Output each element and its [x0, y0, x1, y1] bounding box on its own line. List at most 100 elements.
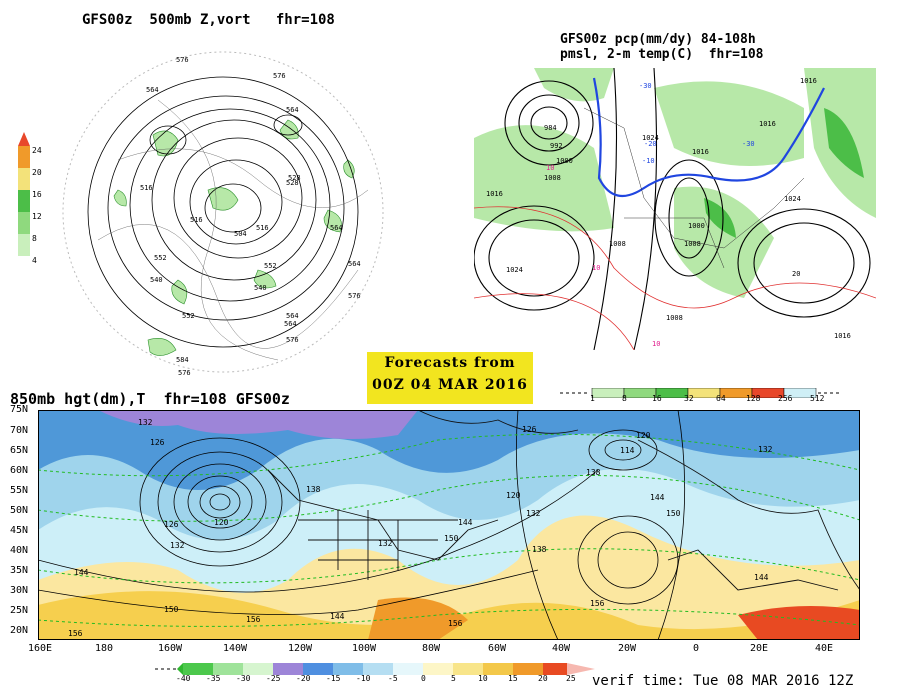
- polar-label-9: 516: [140, 184, 153, 192]
- hgt-label-24: 144: [754, 573, 769, 582]
- temp-tick-25: 25: [566, 674, 576, 683]
- na-label-8: 1008: [684, 240, 701, 248]
- precip-tick-64: 64: [716, 394, 726, 403]
- hgt-label-22: 156: [590, 599, 605, 608]
- hgt-label-7: 156: [246, 615, 261, 624]
- polar-label-19: 576: [178, 369, 191, 377]
- lat-40n: 40N: [10, 545, 29, 556]
- na-temp-label-4: 10: [546, 164, 554, 172]
- hgt-label-19: 138: [586, 468, 601, 477]
- temp-colorbar: [155, 660, 595, 675]
- polar-label-12: 516: [256, 224, 269, 232]
- na-label-11: 1016: [692, 148, 709, 156]
- na-temp-label-7: 20: [792, 270, 800, 278]
- vort-tick-4: 4: [32, 256, 37, 265]
- na-label-12: 1024: [642, 134, 659, 142]
- na-map-title-line1: GFS00z pcp(mm/dy) 84-108h: [560, 32, 756, 47]
- precip-tick-512: 512: [810, 394, 825, 403]
- big-map-title: 850mb hgt(dm),T fhr=108 GFS00z: [10, 390, 290, 408]
- hgt-label-20: 150: [666, 509, 681, 518]
- na-pcp-pmsl-map: 984 992 1000 1008 1016 1024 1024 1016 10…: [474, 68, 876, 350]
- temp-tick-10: 10: [478, 674, 488, 683]
- lat-75n: 75N: [10, 404, 29, 415]
- lon-160e: 160E: [28, 643, 53, 654]
- precip-tick-32: 32: [684, 394, 694, 403]
- na-temp-label-5: 10: [592, 264, 600, 272]
- polar-500mb-map: 576 576 564 564 564 552 540 540 528 516 …: [58, 40, 388, 385]
- temp-tick-5: 5: [451, 674, 456, 683]
- big-map-svg: 132 126 126 120 132 144 150 156 156 144 …: [38, 410, 860, 640]
- polar-label-16: 576: [348, 292, 361, 300]
- hgt-label-0: 132: [138, 418, 153, 427]
- temp-tick-m5: -5: [388, 674, 398, 683]
- lat-25n: 25N: [10, 605, 29, 616]
- hgt-label-21: 138: [532, 545, 547, 554]
- lon-40e: 40E: [815, 643, 834, 654]
- vort-tick-24: 24: [32, 146, 42, 155]
- na-label-9: 1000: [688, 222, 705, 230]
- temp-tick-m30: -30: [236, 674, 251, 683]
- na-temp-label-2: -20: [644, 140, 657, 148]
- hgt-label-1: 126: [150, 438, 165, 447]
- forecast-init-box: Forecasts from 00Z 04 MAR 2016: [367, 352, 533, 404]
- hgt-label-13: 150: [444, 534, 459, 543]
- polar-label-21: 564: [348, 260, 361, 268]
- temp-tick-m35: -35: [206, 674, 221, 683]
- polar-label-0: 576: [176, 56, 189, 64]
- na-label-2: 1000: [556, 157, 573, 165]
- temp-tick-20: 20: [538, 674, 548, 683]
- hgt-label-9: 144: [330, 612, 345, 621]
- polar-label-6: 540: [150, 276, 163, 284]
- temp-colorbar-svg: [155, 663, 595, 675]
- na-temp-label-3: -10: [642, 157, 655, 165]
- forecast-line2: 00Z 04 MAR 2016: [372, 377, 528, 393]
- polar-label-13: 552: [264, 262, 277, 270]
- na-label-5: 1024: [506, 266, 523, 274]
- forecast-line1: Forecasts from: [384, 355, 516, 371]
- big-850mb-map: 132 126 126 120 132 144 150 156 156 144 …: [38, 410, 860, 640]
- hgt-label-14: 120: [506, 491, 521, 500]
- na-label-7: 1016: [759, 120, 776, 128]
- na-map-svg: 984 992 1000 1008 1016 1024 1024 1016 10…: [474, 68, 876, 350]
- na-label-3: 1008: [544, 174, 561, 182]
- vort-tick-20: 20: [32, 168, 42, 177]
- polar-label-17: 552: [182, 312, 195, 320]
- na-temp-label-6: 10: [652, 340, 660, 348]
- polar-label-7: 540: [254, 284, 267, 292]
- polar-label-11: 504: [234, 230, 247, 238]
- hgt-label-3: 120: [214, 518, 229, 527]
- temp-tick-m25: -25: [266, 674, 281, 683]
- na-label-15: 1016: [800, 77, 817, 85]
- precip-tick-16: 16: [652, 394, 662, 403]
- hgt-label-8: 156: [68, 629, 83, 638]
- lat-60n: 60N: [10, 465, 29, 476]
- lon-60w: 60W: [488, 643, 507, 654]
- temp-tick-m40: -40: [176, 674, 191, 683]
- lon-20e: 20E: [750, 643, 769, 654]
- hgt-label-16: 126: [522, 425, 537, 434]
- polar-label-1: 576: [273, 72, 286, 80]
- hgt-label-23: 144: [650, 493, 665, 502]
- hgt-label-18: 114: [620, 446, 635, 455]
- polar-label-15: 576: [286, 336, 299, 344]
- vort-tick-8: 8: [32, 234, 37, 243]
- hgt-label-17: 120: [636, 431, 651, 440]
- temp-tick-0: 0: [421, 674, 426, 683]
- hgt-label-26: 156: [448, 619, 463, 628]
- polar-label-4: 564: [330, 224, 343, 232]
- hgt-label-10: 138: [306, 485, 321, 494]
- temp-tick-m15: -15: [326, 674, 341, 683]
- polar-map-svg: 576 576 564 564 564 552 540 540 528 516 …: [62, 51, 384, 377]
- polar-label-8: 528: [286, 179, 299, 187]
- na-temp-label-1: -30: [742, 140, 755, 148]
- lon-20w: 20W: [618, 643, 637, 654]
- lon-160w: 160W: [158, 643, 183, 654]
- hgt-label-12: 144: [458, 518, 473, 527]
- hgt-label-11: 132: [378, 539, 393, 548]
- lon-140w: 140W: [223, 643, 248, 654]
- polar-label-2: 564: [146, 86, 159, 94]
- lon-120w: 120W: [288, 643, 313, 654]
- lon-0: 0: [693, 643, 700, 654]
- vorticity-colorbar-svg: [18, 132, 30, 256]
- na-label-4: 1016: [486, 190, 503, 198]
